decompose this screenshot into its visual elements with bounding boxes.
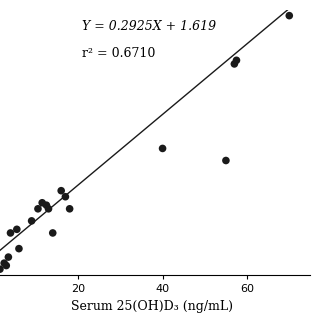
Point: [67, 206, 72, 212]
X-axis label: Serum 25(OH)D₃ (ng/mL): Serum 25(OH)D₃ (ng/mL): [71, 300, 233, 313]
Point: [63, 194, 68, 199]
Point: [160, 146, 165, 151]
Point: [59, 188, 64, 193]
Point: [46, 206, 51, 212]
Point: [8, 230, 13, 236]
Point: [4, 263, 9, 268]
Point: [232, 61, 237, 67]
Point: [14, 227, 20, 232]
Point: [0, 267, 3, 272]
Point: [16, 246, 21, 251]
Point: [287, 13, 292, 18]
Point: [6, 254, 11, 260]
Point: [2, 260, 7, 266]
Text: Y = 0.2925X + 1.619: Y = 0.2925X + 1.619: [82, 20, 216, 33]
Point: [36, 206, 41, 212]
Point: [40, 200, 45, 205]
Text: r² = 0.6710: r² = 0.6710: [82, 47, 156, 60]
Point: [44, 203, 49, 208]
Point: [234, 58, 239, 63]
Point: [29, 218, 34, 223]
Point: [50, 230, 55, 236]
Point: [223, 158, 228, 163]
